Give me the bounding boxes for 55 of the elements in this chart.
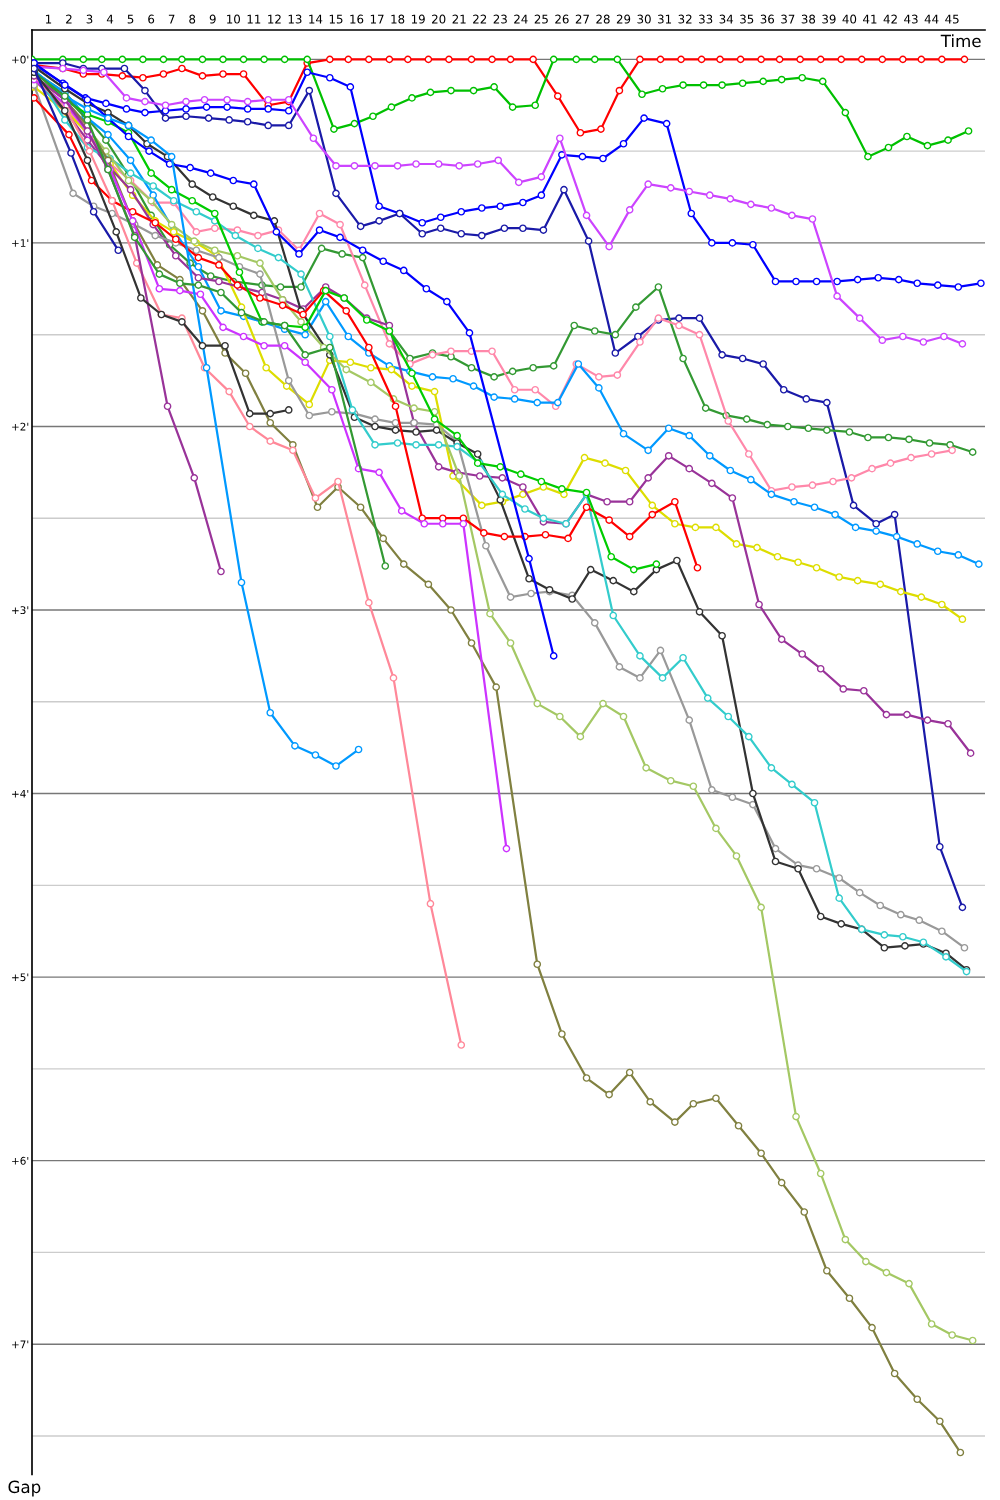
x-tick-label: 6 [148,14,155,24]
x-tick-label: 22 [473,14,487,24]
x-tick-label: 40 [842,14,857,24]
x-tick-label: 38 [801,14,816,24]
x-tick-label: 25 [534,14,548,24]
x-tick-label: 23 [493,14,507,24]
y-tick-label: +2' [12,422,29,431]
y-tick-label: +7' [12,1340,29,1349]
x-tick-label: 29 [616,14,631,24]
x-tick-label: 39 [822,14,836,24]
x-tick-label: 20 [432,14,446,24]
y-tick-label: +3' [12,606,29,615]
x-tick-label: 33 [699,14,713,24]
x-tick-label: 15 [329,14,343,24]
x-tick-label: 44 [924,14,939,24]
x-tick-label: 21 [452,14,466,24]
x-tick-label: 8 [189,14,196,24]
x-tick-label: 32 [678,14,692,24]
x-tick-label: 37 [781,14,795,24]
x-axis-title: Time [940,34,981,48]
x-tick-label: 19 [411,14,425,24]
x-tick-label: 2 [66,14,72,24]
x-tick-label: 24 [514,14,528,24]
x-tick-label: 7 [168,14,175,24]
x-tick-label: 12 [268,14,281,24]
x-tick-label: 43 [904,14,918,24]
x-tick-label: 35 [740,14,754,24]
x-tick-label: 4 [106,14,114,24]
y-tick-label: +6' [12,1156,29,1165]
x-tick-label: 16 [350,14,364,24]
x-tick-label: 17 [370,14,384,24]
y-axis-title: Gap [8,1480,41,1497]
x-tick-label: 36 [760,14,775,24]
x-tick-label: 42 [883,14,897,24]
x-tick-label: 18 [391,14,405,24]
x-tick-label: 41 [863,14,877,24]
x-tick-label: 13 [288,14,302,24]
y-tick-label: +0' [12,55,29,64]
x-tick-label: 10 [227,14,241,24]
y-tick-label: +1' [12,239,29,247]
x-tick-label: 14 [309,14,323,24]
y-tick-label: +5' [12,973,29,982]
x-tick-label: 11 [247,14,261,24]
x-tick-label: 5 [127,14,134,24]
x-tick-label: 27 [575,14,589,24]
x-tick-label: 45 [945,14,959,24]
x-tick-label: 31 [657,14,672,24]
x-tick-label: 30 [637,14,651,24]
x-tick-label: 26 [555,14,569,24]
x-tick-label: 9 [209,14,216,24]
x-tick-label: 1 [45,14,52,24]
x-tick-label: 28 [596,14,610,24]
x-tick-label: 3 [86,14,93,24]
y-tick-label: +4' [12,789,29,798]
x-tick-label: 34 [719,14,734,24]
